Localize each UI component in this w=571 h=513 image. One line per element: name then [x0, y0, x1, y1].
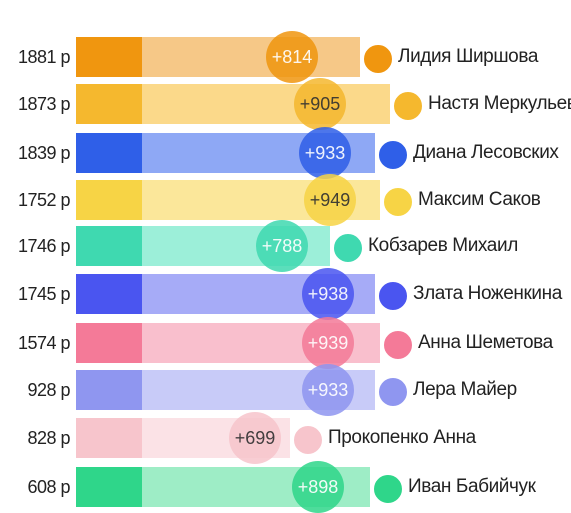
participant-name: Максим Саков: [418, 180, 540, 220]
total-amount: 1839 р: [4, 133, 70, 173]
delta-badge: +788: [256, 220, 308, 272]
avatar-icon: [382, 186, 414, 218]
avatar-icon: [382, 329, 414, 361]
delta-badge: +898: [292, 461, 344, 513]
total-amount: 608 р: [4, 467, 70, 507]
delta-badge: +949: [304, 174, 356, 226]
bar-segment: [76, 418, 142, 458]
total-amount: 1746 р: [4, 226, 70, 266]
avatar-icon: [362, 43, 394, 75]
bar-segment: [142, 37, 360, 77]
avatar-icon: [392, 90, 424, 122]
total-amount: 1574 р: [4, 323, 70, 363]
participant-name: Лера Майер: [413, 370, 517, 410]
delta-badge: +814: [266, 31, 318, 83]
delta-badge: +939: [302, 317, 354, 369]
participant-name: Злата Ноженкина: [413, 274, 562, 314]
bar-segment: [76, 84, 142, 124]
bar-segment: [76, 467, 142, 507]
avatar-icon: [377, 139, 409, 171]
total-amount: 1881 р: [4, 37, 70, 77]
bar-segment: [76, 37, 142, 77]
participant-name: Диана Лесовских: [413, 133, 559, 173]
bar-segment: [76, 133, 142, 173]
participant-name: Иван Бабийчук: [408, 467, 536, 507]
delta-badge: +905: [294, 78, 346, 130]
delta-badge: +933: [299, 127, 351, 179]
bar-segment: [76, 274, 142, 314]
leaderboard: 1881 р+814Лидия Ширшова1873 р+905Настя М…: [0, 0, 571, 512]
total-amount: 928 р: [4, 370, 70, 410]
participant-name: Лидия Ширшова: [398, 37, 538, 77]
avatar-icon: [377, 376, 409, 408]
total-amount: 828 р: [4, 418, 70, 458]
total-amount: 1745 р: [4, 274, 70, 314]
participant-name: Прокопенко Анна: [328, 418, 476, 458]
bar-segment: [76, 323, 142, 363]
delta-badge: +933: [302, 364, 354, 416]
bar-segment: [142, 84, 390, 124]
delta-badge: +699: [229, 412, 281, 464]
total-amount: 1752 р: [4, 180, 70, 220]
delta-badge: +938: [302, 268, 354, 320]
participant-name: Кобзарев Михаил: [368, 226, 518, 266]
avatar-icon: [332, 232, 364, 264]
participant-name: Анна Шеметова: [418, 323, 553, 363]
participant-name: Настя Меркульева: [428, 84, 571, 124]
bar-segment: [76, 180, 142, 220]
avatar-icon: [292, 424, 324, 456]
avatar-icon: [377, 280, 409, 312]
avatar-icon: [372, 473, 404, 505]
bar-segment: [76, 226, 142, 266]
bar-segment: [76, 370, 142, 410]
total-amount: 1873 р: [4, 84, 70, 124]
